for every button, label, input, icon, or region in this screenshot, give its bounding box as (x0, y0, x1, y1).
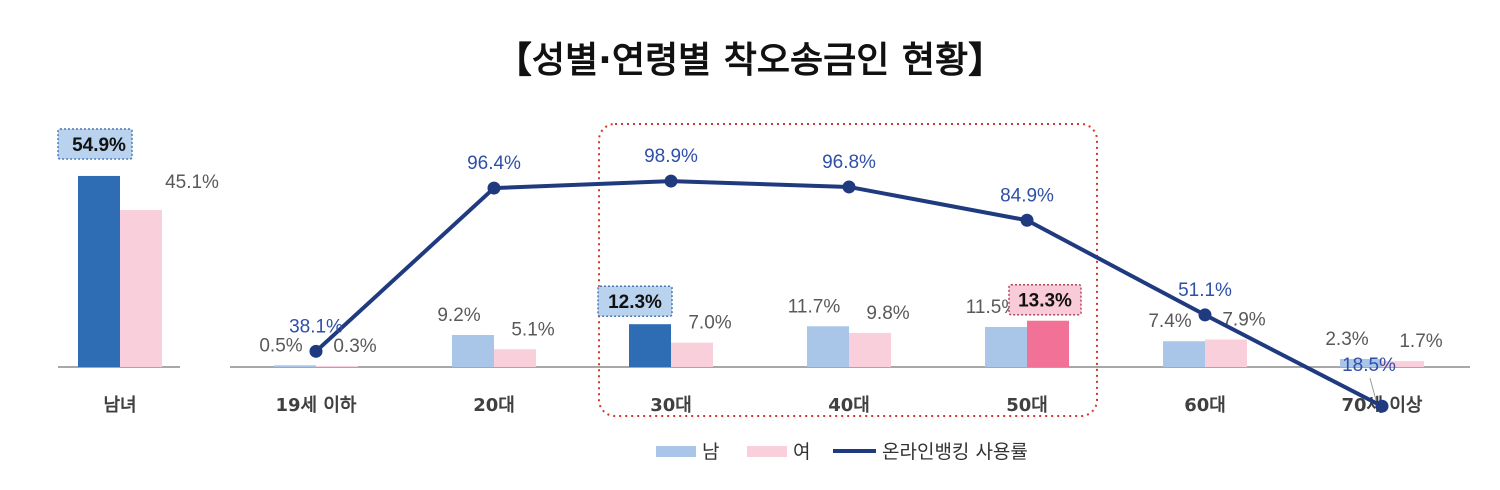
line-point (1198, 308, 1212, 322)
legend-label-line: 온라인뱅킹 사용률 (882, 441, 1028, 463)
value-label-female: 0.3% (333, 336, 376, 357)
bar-female-gender (120, 210, 162, 367)
value-label-male: 2.3% (1325, 329, 1368, 350)
line-value-label: 98.9% (644, 146, 698, 167)
line-point (1375, 399, 1389, 413)
legend-label-male: 남 (702, 441, 719, 463)
value-label-male: 9.2% (437, 305, 480, 326)
value-label-female: 7.9% (1222, 310, 1265, 331)
age-panel: 0.5% 0.3% 19세 이하 9.2% 5.1% 20대 12.3% 7.0% 30대 11.… (230, 123, 1470, 417)
value-highlight-box (57, 128, 133, 160)
value-label-female: 5.1% (511, 319, 554, 340)
line-value-label: 96.4% (467, 153, 521, 174)
bar-female (494, 349, 536, 367)
value-label-male-gender: 54.9% (72, 135, 126, 156)
value-label-female: 13.3% (1018, 291, 1072, 312)
category-label: 19세 이하 (276, 395, 357, 416)
bar-male (985, 326, 1027, 367)
line-point (1020, 213, 1034, 227)
line-point (842, 180, 856, 194)
category-label: 50대 (1006, 395, 1048, 416)
bar-male (452, 334, 494, 367)
value-label-male: 7.4% (1148, 311, 1191, 332)
category-label: 20대 (473, 395, 515, 416)
value-highlight-box (1008, 283, 1082, 316)
bar-female (1382, 361, 1424, 367)
value-label-male: 0.5% (259, 335, 302, 356)
bar-male (629, 324, 671, 367)
value-highlight-box (597, 285, 673, 317)
line-value-label: 84.9% (1000, 185, 1054, 206)
category-label-gender: 남녀 (103, 395, 136, 416)
line-point (487, 181, 501, 195)
bar-female (671, 342, 713, 367)
legend: 남 여 온라인뱅킹 사용률 (656, 441, 1028, 463)
bar-male-gender (78, 175, 120, 367)
line-value-label: 96.8% (822, 152, 876, 173)
bar-male (1340, 358, 1382, 367)
line-point (664, 174, 678, 188)
category-label: 40대 (828, 395, 870, 416)
legend-label-female: 여 (793, 441, 810, 463)
bar-female (316, 365, 358, 367)
value-label-male: 11.7% (788, 296, 841, 317)
gender-panel: 54.9% 45.1% 남녀 (57, 128, 219, 416)
highlight-region-box (598, 123, 1098, 417)
bar-female (1027, 320, 1069, 367)
value-label-female-gender: 45.1% (165, 172, 219, 193)
value-label-female: 1.7% (1399, 331, 1442, 352)
line-value-label: 51.1% (1178, 280, 1232, 301)
bar-male (1163, 341, 1205, 367)
legend-swatch-female (747, 446, 787, 457)
line-point (309, 344, 323, 358)
category-label: 60대 (1184, 395, 1226, 416)
bar-male (807, 326, 849, 367)
chart-title: 【성별·연령별 착오송금인 현황】 (496, 40, 1004, 81)
legend-swatch-male (656, 446, 696, 457)
value-label-male: 12.3% (608, 292, 662, 313)
category-label: 30대 (650, 395, 692, 416)
bar-female (1205, 339, 1247, 367)
bar-female (849, 332, 891, 367)
value-label-male: 11.5% (966, 297, 1019, 318)
bar-male (274, 365, 316, 367)
value-label-female: 7.0% (688, 313, 731, 334)
value-label-female: 9.8% (866, 303, 909, 324)
label-leader-line (1369, 378, 1377, 401)
line-value-label: 18.5% (1342, 355, 1396, 376)
line-value-label: 38.1% (289, 316, 343, 337)
